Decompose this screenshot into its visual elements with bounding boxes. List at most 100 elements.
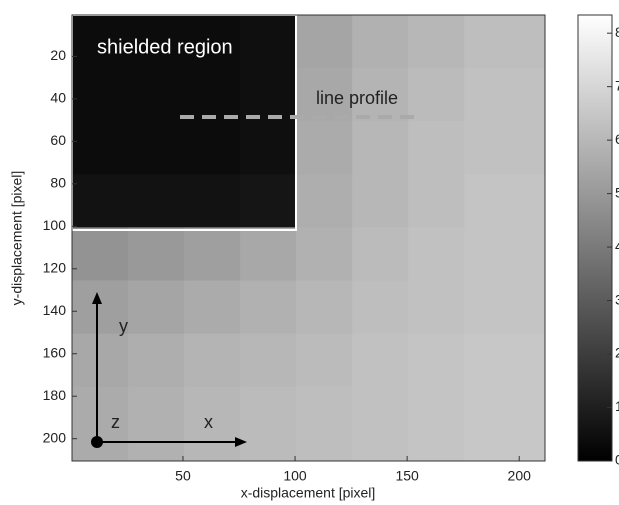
heatmap-cell xyxy=(128,68,185,122)
heatmap-cell xyxy=(296,121,353,175)
heatmap-cell xyxy=(184,174,241,228)
y-tick-label: 80 xyxy=(50,175,66,191)
heatmap-cell xyxy=(184,333,241,388)
heatmap-cell xyxy=(128,121,185,175)
heatmap-cell xyxy=(184,227,241,281)
heatmap-cell xyxy=(184,15,241,69)
y-tick-label: 60 xyxy=(50,132,66,148)
heatmap-cell xyxy=(296,227,353,281)
heatmap-cell xyxy=(128,174,185,228)
x-tick-label: 50 xyxy=(175,468,191,484)
heatmap-cell xyxy=(464,15,546,69)
heatmap-cell xyxy=(464,333,546,388)
heatmap-cell xyxy=(128,227,185,281)
y-axis-label: y-displacement [pixel] xyxy=(9,171,25,306)
heatmap-cell xyxy=(240,121,297,175)
colorbar-tick-label: 1 xyxy=(615,398,619,414)
heatmap-cell xyxy=(352,68,409,122)
heatmap-cell xyxy=(296,280,353,335)
heatmap-cell xyxy=(240,174,297,228)
y-tick-label: 20 xyxy=(50,47,66,63)
heatmap-cell xyxy=(128,15,185,69)
heatmap-cell xyxy=(240,227,297,281)
heatmap-cell xyxy=(408,121,465,175)
heatmap-cell xyxy=(296,68,353,122)
colorbar-tick-label: 2 xyxy=(615,345,619,361)
colorbar-tick-label: 0 xyxy=(615,452,619,468)
origin-dot xyxy=(91,436,103,448)
heatmap-cell xyxy=(408,280,465,335)
heatmap-cell xyxy=(296,174,353,228)
heatmap-cell xyxy=(464,386,546,462)
heatmap-cell xyxy=(408,333,465,388)
colorbar-tick-label: 7 xyxy=(615,77,619,93)
heatmap-cell xyxy=(296,386,353,462)
annotation: y xyxy=(119,316,128,336)
heatmap xyxy=(72,15,546,462)
heatmap-cell xyxy=(128,280,185,335)
colorbar-tick-label: 5 xyxy=(615,184,619,200)
heatmap-cell xyxy=(352,280,409,335)
heatmap-cell xyxy=(408,68,465,122)
heatmap-cell xyxy=(464,68,546,122)
heatmap-cell xyxy=(464,174,546,228)
y-tick-label: 120 xyxy=(43,259,67,275)
heatmap-cell xyxy=(352,174,409,228)
heatmap-cell xyxy=(296,15,353,69)
heatmap-cell xyxy=(408,174,465,228)
heatmap-cell xyxy=(184,68,241,122)
heatmap-cell xyxy=(352,227,409,281)
heatmap-cell xyxy=(464,280,546,335)
heatmap-cell xyxy=(72,68,129,122)
heatmap-cell xyxy=(184,386,241,462)
heatmap-cell xyxy=(184,121,241,175)
heatmap-cell xyxy=(352,386,409,462)
annotation: line profile xyxy=(316,88,398,108)
heatmap-cell xyxy=(408,15,465,69)
y-tick-label: 40 xyxy=(50,90,66,106)
heatmap-cell xyxy=(464,227,546,281)
arrow-head xyxy=(235,437,247,447)
heatmap-cell xyxy=(128,386,185,462)
x-tick-label: 200 xyxy=(508,468,532,484)
plot-frame xyxy=(71,14,546,462)
annotation: z xyxy=(111,412,120,432)
y-tick-label: 140 xyxy=(43,302,67,318)
heatmap-cell xyxy=(240,280,297,335)
heatmap-cell xyxy=(72,386,129,462)
heatmap-cell xyxy=(72,15,129,69)
heatmap-cell xyxy=(72,174,129,228)
heatmap-cell xyxy=(72,121,129,175)
heatmap-cell xyxy=(240,68,297,122)
heatmap-cell xyxy=(240,15,297,69)
annotation: shielded region xyxy=(97,36,233,58)
heatmap-cell xyxy=(184,280,241,335)
y-tick-label: 100 xyxy=(43,217,67,233)
heatmap-cell xyxy=(408,386,465,462)
x-axis-label: x-displacement [pixel] xyxy=(241,485,376,501)
x-tick-label: 150 xyxy=(395,468,419,484)
y-tick-label: 160 xyxy=(43,344,67,360)
heatmap-cell xyxy=(72,280,129,335)
heatmap-cell xyxy=(352,121,409,175)
heatmap-cell xyxy=(72,333,129,388)
heatmap-cell xyxy=(464,121,546,175)
colorbar-tick-label: 8 xyxy=(615,24,619,40)
heatmap-cell xyxy=(352,333,409,388)
y-tick-label: 180 xyxy=(43,387,67,403)
colorbar-tick-label: 4 xyxy=(615,238,619,254)
colorbar-tick-label: 3 xyxy=(615,291,619,307)
colorbar xyxy=(577,14,613,462)
heatmap-cell xyxy=(352,15,409,69)
heatmap-cell xyxy=(240,333,297,388)
heatmap-cell xyxy=(240,386,297,462)
heatmap-cell xyxy=(128,333,185,388)
heatmap-cell xyxy=(72,227,129,281)
heatmap-cell xyxy=(296,333,353,388)
annotation: x xyxy=(204,412,213,432)
colorbar-tick-label: 6 xyxy=(615,131,619,147)
y-tick-label: 200 xyxy=(43,429,67,445)
arrow-head xyxy=(92,292,102,304)
